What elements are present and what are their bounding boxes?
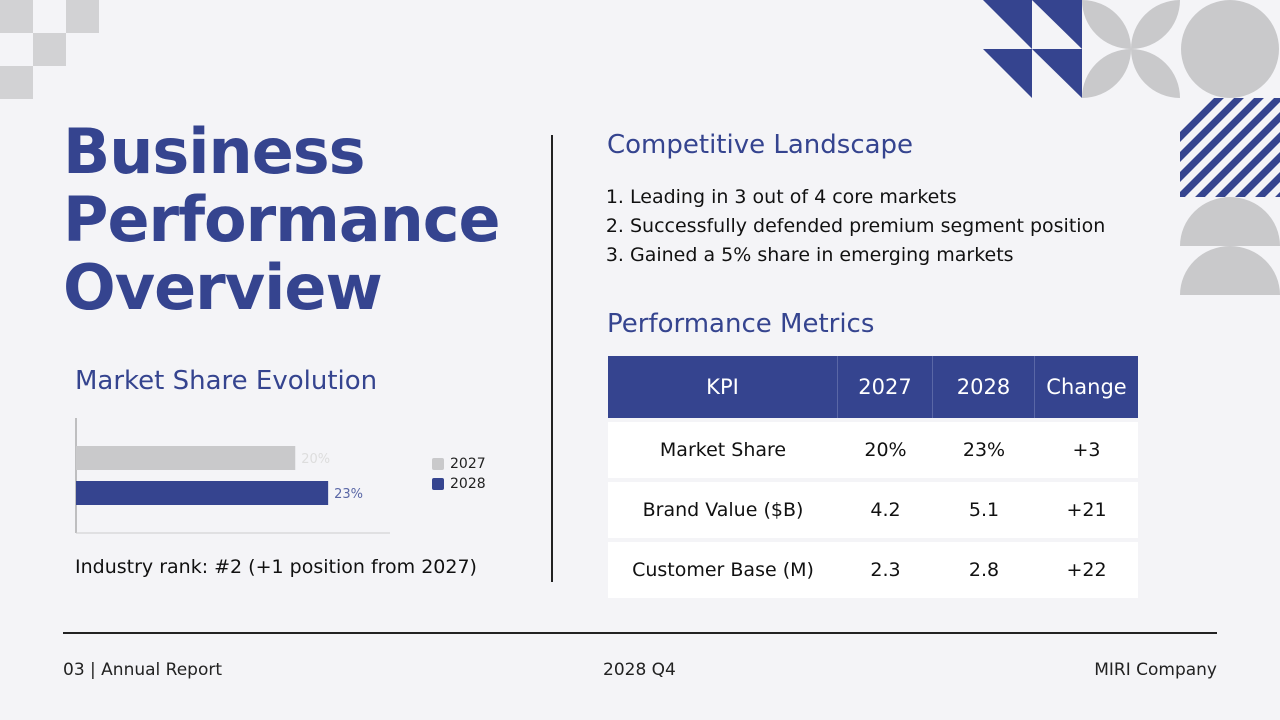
table-header: KPI 2027 2028 Change <box>608 356 1138 418</box>
cell: 5.1 <box>933 482 1035 538</box>
cell: +22 <box>1035 542 1138 598</box>
cell: +21 <box>1035 482 1138 538</box>
col-header: Change <box>1035 356 1138 418</box>
col-header: 2028 <box>933 356 1035 418</box>
divider <box>551 135 553 582</box>
cell: +3 <box>1035 422 1138 478</box>
title-line: Performance <box>63 183 501 256</box>
cell: 4.2 <box>838 482 933 538</box>
title-line: Business <box>63 115 366 188</box>
col-header: KPI <box>608 356 838 418</box>
legend-label-2027: 2027 <box>450 456 486 472</box>
cell: Customer Base (M) <box>608 542 838 598</box>
bar-2027 <box>76 446 296 470</box>
footer-divider <box>63 632 1217 634</box>
industry-rank: Industry rank: #2 (+1 position from 2027… <box>75 556 477 578</box>
footer-left: 03 | Annual Report <box>63 660 223 680</box>
cell: Market Share <box>608 422 838 478</box>
list-item: Leading in 3 out of 4 core markets <box>630 183 1105 212</box>
legend-label-2028: 2028 <box>450 476 486 492</box>
bar-2028 <box>76 481 329 505</box>
data-label-2028: 23% <box>334 487 363 502</box>
cell: 2.8 <box>933 542 1035 598</box>
list-item: Successfully defended premium segment po… <box>630 212 1105 241</box>
cell: 20% <box>838 422 933 478</box>
cell: 2.3 <box>838 542 933 598</box>
page-title: Business Performance Overview <box>63 115 501 324</box>
footer-center: 2028 Q4 <box>603 660 676 680</box>
title-line: Overview <box>63 251 383 324</box>
competitive-heading: Competitive Landscape <box>607 130 914 160</box>
list-item: Gained a 5% share in emerging markets <box>630 241 1105 270</box>
table-row: Brand Value ($B) 4.2 5.1 +21 <box>608 482 1138 538</box>
metrics-table: KPI 2027 2028 Change Market Share 20% 23% +… <box>608 352 1138 602</box>
table-row: Market Share 20% 23% +3 <box>608 422 1138 478</box>
legend-swatch-2028 <box>432 478 444 490</box>
legend-swatch-2027 <box>432 458 444 470</box>
decor-shapes <box>983 0 1280 295</box>
cell: Brand Value ($B) <box>608 482 838 538</box>
market-share-heading: Market Share Evolution <box>75 366 378 396</box>
col-header: 2027 <box>838 356 933 418</box>
data-label-2027: 20% <box>301 452 330 467</box>
competitive-list: Leading in 3 out of 4 core markets Succe… <box>608 183 1105 270</box>
market-share-chart: 20% 2027 23% 2028 <box>75 418 486 534</box>
footer-right: MIRI Company <box>1094 660 1217 680</box>
table-row: Customer Base (M) 2.3 2.8 +22 <box>608 542 1138 598</box>
cell: 23% <box>933 422 1035 478</box>
metrics-heading: Performance Metrics <box>607 309 875 339</box>
